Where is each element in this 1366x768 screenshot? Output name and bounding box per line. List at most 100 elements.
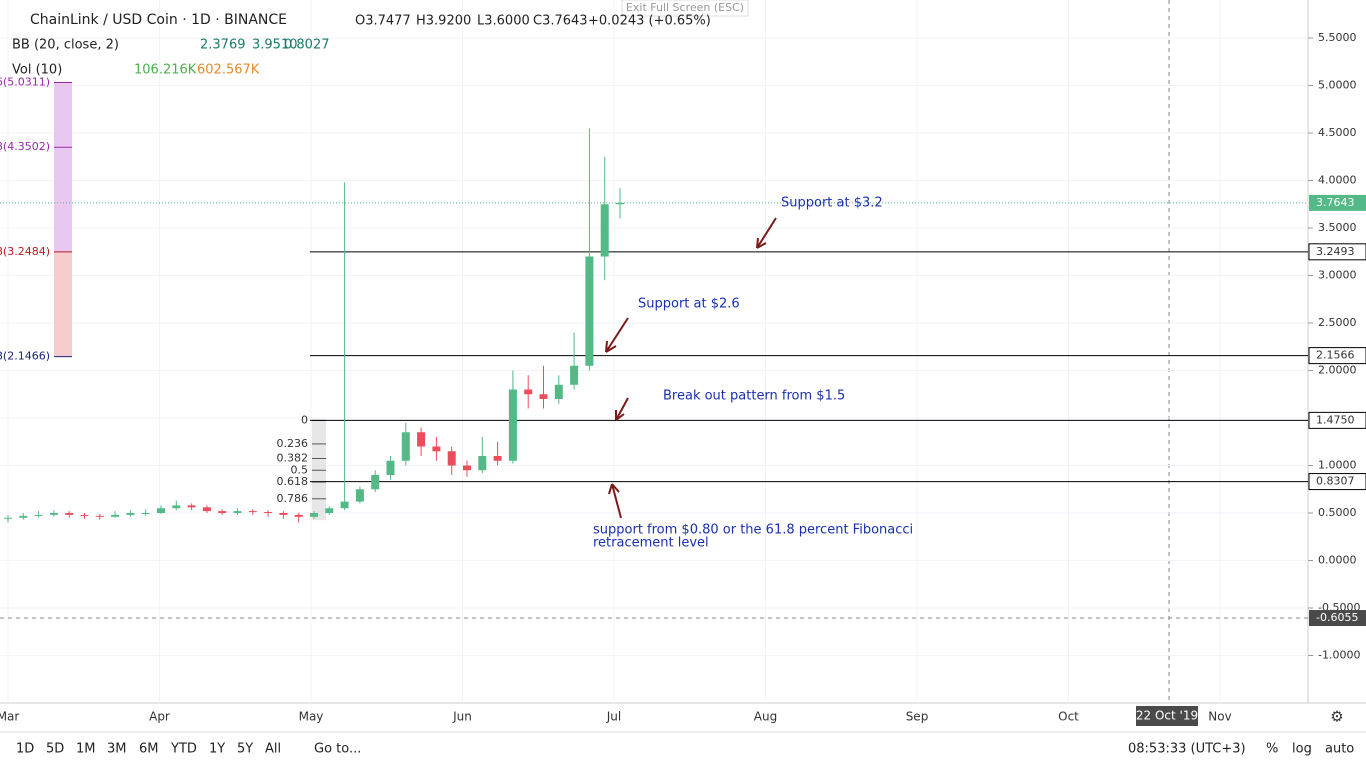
- candle-body: [19, 515, 28, 518]
- y-tick-label: 1.0000: [1318, 459, 1357, 472]
- y-tick-label: 4.0000: [1318, 174, 1357, 187]
- candle-body: [600, 204, 609, 257]
- vol-name[interactable]: Vol (10): [12, 63, 62, 78]
- exit-fullscreen-label[interactable]: Exit Full Screen (ESC): [626, 1, 744, 14]
- candle-body: [554, 384, 563, 399]
- y-tick-label: 3.0000: [1318, 269, 1357, 282]
- crosshair-label-bg: [1309, 610, 1366, 627]
- candle-body: [432, 446, 441, 452]
- candle-body: [539, 394, 548, 399]
- candle-body: [248, 511, 257, 513]
- arrow: [615, 397, 629, 421]
- range-button[interactable]: 1D: [16, 742, 34, 757]
- x-tick-label: Oct: [1058, 710, 1079, 724]
- candle-body: [401, 432, 410, 461]
- candle-body: [340, 501, 349, 509]
- fib-left-label: 8(4.3502): [0, 140, 50, 153]
- candle-body: [157, 508, 165, 513]
- bb-value: 0.8027: [284, 38, 330, 53]
- scale-option[interactable]: auto: [1325, 742, 1354, 757]
- ohlc-high: H3.9200: [416, 14, 471, 29]
- x-tick-label: May: [299, 710, 324, 724]
- candle-body: [172, 505, 181, 509]
- scale-option[interactable]: %: [1266, 742, 1278, 757]
- candle-body: [371, 475, 380, 490]
- ohlc-low: L3.6000: [477, 14, 530, 29]
- symbol[interactable]: ChainLink / USD Coin · 1D · BINANCE: [30, 12, 287, 28]
- y-tick-label: 0.0000: [1318, 554, 1357, 567]
- level-label-bg: [1308, 473, 1366, 491]
- range-button[interactable]: 5Y: [237, 742, 253, 757]
- range-button[interactable]: 1Y: [209, 742, 225, 757]
- annotation: Support at $2.6: [638, 297, 740, 312]
- candle-body: [65, 513, 74, 515]
- candle-body: [111, 514, 120, 517]
- y-tick-label: 5.5000: [1318, 31, 1357, 44]
- crosshair-label: -0.6055: [1316, 611, 1358, 624]
- range-button[interactable]: All: [265, 742, 281, 757]
- candle-body: [95, 515, 104, 517]
- candle-body: [585, 256, 594, 366]
- fib-left-label: 86(5.0311): [0, 76, 50, 89]
- candle-body: [294, 514, 303, 517]
- candle-body: [524, 389, 533, 395]
- vol-value: 602.567K: [197, 63, 260, 78]
- candle-body: [34, 514, 43, 516]
- ohlc-close: C3.7643: [533, 14, 588, 29]
- candle-body: [386, 460, 395, 475]
- x-tick-label: Sep: [906, 710, 929, 724]
- arrows: [605, 217, 777, 519]
- candle-body: [233, 511, 242, 513]
- bb-value: 2.3769: [200, 38, 246, 53]
- candle-body: [279, 513, 288, 515]
- settings-icon[interactable]: ⚙: [1330, 708, 1343, 726]
- candle-body: [80, 514, 89, 516]
- goto[interactable]: Go to...: [314, 742, 361, 757]
- arrow: [608, 483, 622, 519]
- y-tick-label: 4.5000: [1318, 126, 1357, 139]
- candle-body: [447, 451, 456, 466]
- level-label: 1.4750: [1316, 413, 1355, 426]
- fib-label: 0: [301, 413, 308, 426]
- exit-fullscreen[interactable]: [621, 0, 749, 17]
- fib-label: 0.786: [277, 492, 309, 505]
- candle-body: [478, 456, 487, 471]
- y-tick-label: 2.5000: [1318, 316, 1357, 329]
- fib-band: [54, 251, 72, 357]
- annotation: Support at $3.2: [781, 196, 883, 211]
- fib-left-label: 8(2.1466): [0, 350, 50, 363]
- fib-left-label: 8(3.2484): [0, 245, 50, 258]
- level-label: 2.1566: [1316, 349, 1355, 362]
- date-marker-bg: [1136, 706, 1198, 726]
- candle-body: [570, 365, 579, 385]
- candle-body: [218, 511, 227, 513]
- ohlc-open: O3.7477: [355, 14, 411, 29]
- candle-body: [493, 456, 502, 461]
- level-label: 3.2493: [1316, 245, 1355, 258]
- range-button[interactable]: 1M: [76, 742, 96, 757]
- fib-label: 0.5: [291, 463, 309, 476]
- range-button[interactable]: 3M: [107, 742, 127, 757]
- scale-option[interactable]: log: [1292, 742, 1312, 757]
- ohlc-change: +0.0243 (+0.65%): [588, 14, 711, 29]
- candle-body: [325, 508, 334, 513]
- y-tick-label: 3.5000: [1318, 221, 1357, 234]
- candle-body: [616, 202, 624, 205]
- bb-name[interactable]: BB (20, close, 2): [12, 38, 119, 53]
- y-tick-label: 0.5000: [1318, 506, 1357, 519]
- level-label-bg: [1308, 411, 1366, 429]
- candle-body: [463, 465, 471, 471]
- range-button[interactable]: YTD: [170, 742, 197, 757]
- date-marker: 22 Oct '19: [1136, 709, 1198, 723]
- candle-body: [126, 513, 135, 515]
- candle-body: [187, 505, 196, 508]
- x-tick-label: Jul: [606, 710, 621, 724]
- annotation: support from $0.80 or the 61.8 percent F…: [593, 523, 913, 538]
- range-button[interactable]: 6M: [139, 742, 159, 757]
- candle-body: [141, 513, 150, 514]
- x-tick-label: Nov: [1208, 710, 1231, 724]
- fib-label: 0.236: [277, 437, 309, 450]
- range-button[interactable]: 5D: [46, 742, 64, 757]
